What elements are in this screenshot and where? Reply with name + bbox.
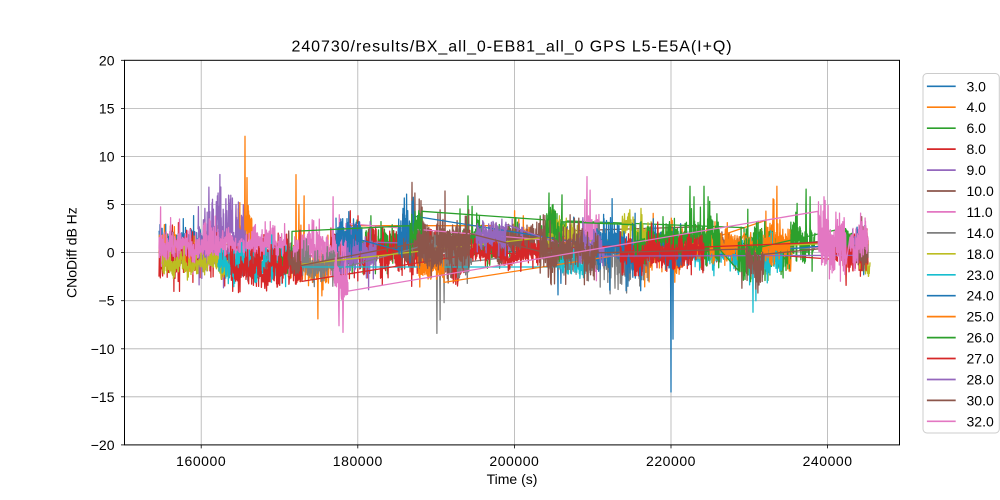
svg-text:8.0: 8.0: [967, 141, 987, 157]
svg-text:28.0: 28.0: [967, 372, 994, 388]
svg-text:25.0: 25.0: [967, 309, 994, 325]
svg-text:30.0: 30.0: [967, 392, 994, 408]
svg-text:220000: 220000: [646, 453, 696, 469]
svg-text:Time (s): Time (s): [487, 471, 538, 487]
svg-text:27.0: 27.0: [967, 351, 994, 367]
svg-text:180000: 180000: [333, 453, 383, 469]
svg-text:32.0: 32.0: [967, 413, 994, 429]
svg-text:200000: 200000: [489, 453, 539, 469]
svg-text:3.0: 3.0: [967, 78, 987, 94]
svg-text:14.0: 14.0: [967, 225, 994, 241]
svg-text:5: 5: [107, 197, 115, 213]
svg-text:240730/results/BX_all_0-EB81_a: 240730/results/BX_all_0-EB81_all_0 GPS L…: [291, 39, 732, 56]
svg-text:−15: −15: [91, 389, 115, 405]
svg-text:20: 20: [99, 52, 115, 68]
svg-text:6.0: 6.0: [967, 120, 987, 136]
svg-text:9.0: 9.0: [967, 162, 987, 178]
svg-text:CNoDiff dB Hz: CNoDiff dB Hz: [64, 207, 80, 298]
svg-text:15: 15: [99, 100, 115, 116]
svg-text:160000: 160000: [176, 453, 226, 469]
svg-text:−5: −5: [99, 293, 115, 309]
svg-text:−10: −10: [91, 341, 115, 357]
svg-text:240000: 240000: [803, 453, 853, 469]
svg-text:18.0: 18.0: [967, 246, 994, 262]
svg-text:11.0: 11.0: [967, 204, 993, 220]
svg-text:0: 0: [107, 245, 115, 261]
svg-text:−20: −20: [91, 437, 115, 453]
svg-text:10.0: 10.0: [967, 183, 994, 199]
svg-text:24.0: 24.0: [967, 288, 994, 304]
svg-text:23.0: 23.0: [967, 267, 994, 283]
svg-text:4.0: 4.0: [967, 99, 987, 115]
svg-text:26.0: 26.0: [967, 330, 994, 346]
svg-text:10: 10: [99, 148, 115, 164]
